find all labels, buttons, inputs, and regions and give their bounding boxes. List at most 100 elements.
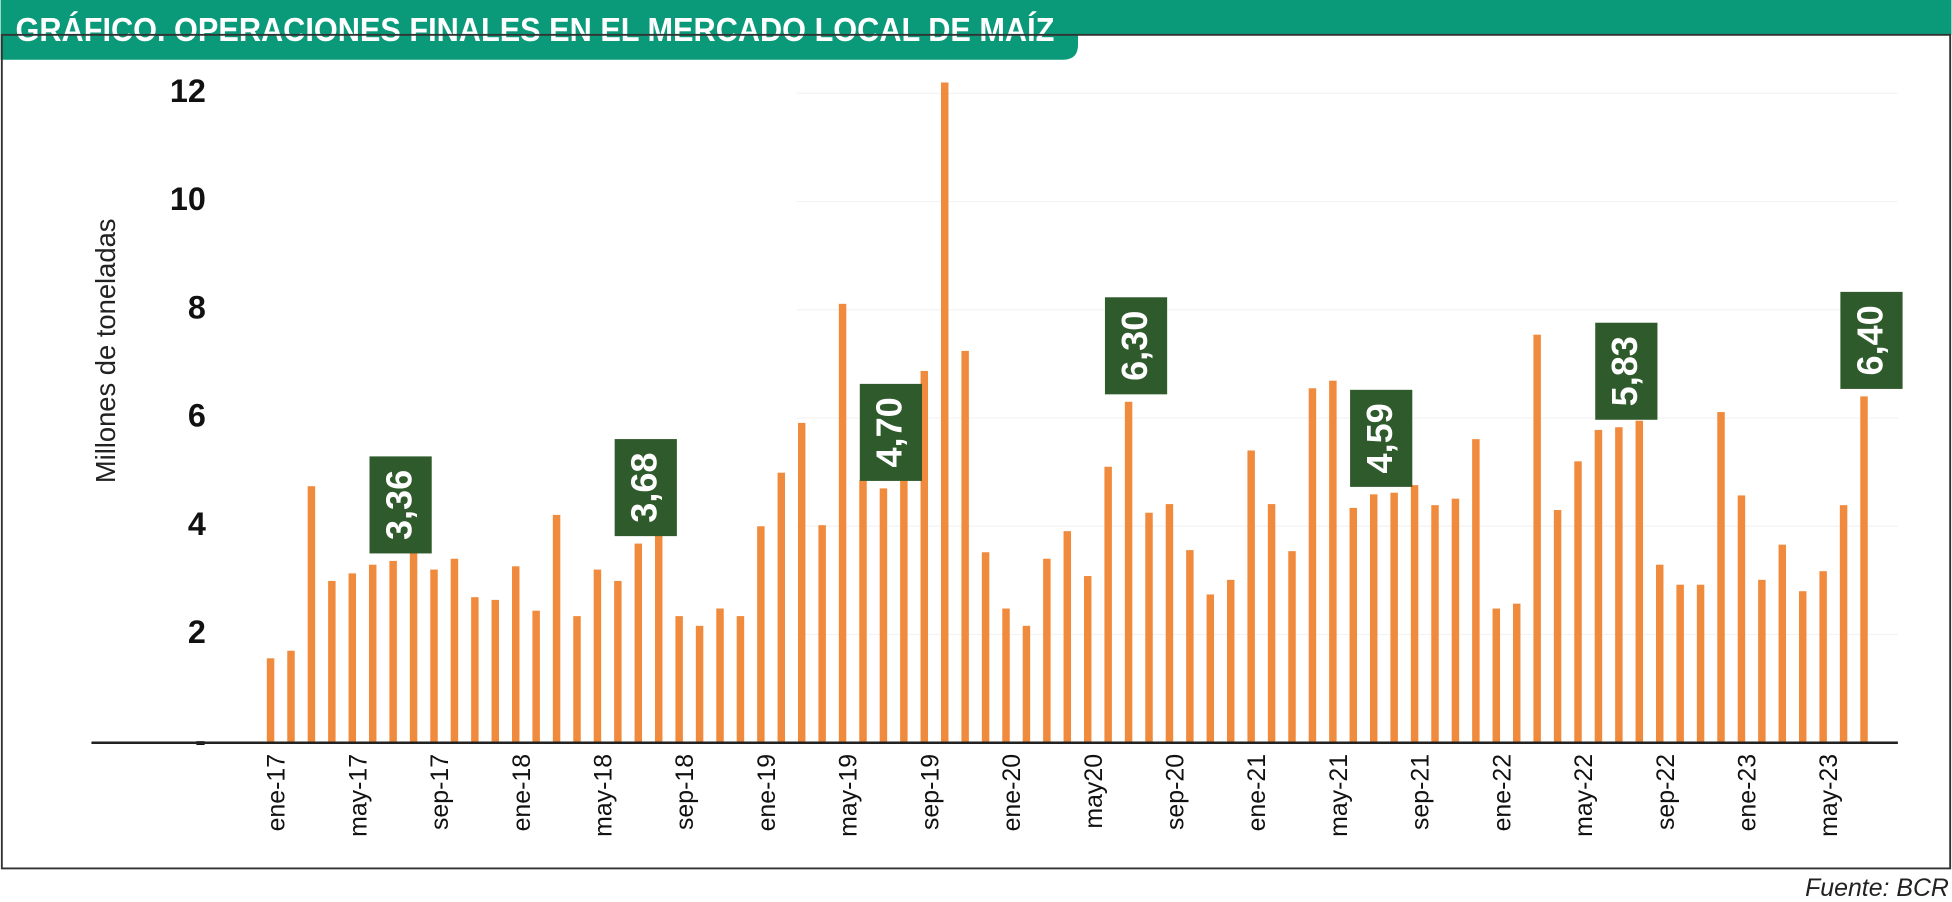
- bar: [1349, 507, 1358, 743]
- data-label: 3,68: [624, 453, 665, 523]
- y-axis-title: Millones de toneladas: [90, 219, 121, 484]
- x-tick-label: ene-17: [263, 754, 291, 831]
- bar: [287, 650, 295, 743]
- bar: [1206, 594, 1215, 743]
- bar: [1553, 510, 1562, 743]
- data-label: 6,30: [1114, 311, 1155, 381]
- bar: [266, 658, 275, 743]
- y-tick-label: -: [195, 722, 206, 758]
- bar: [368, 564, 377, 743]
- y-tick-label: 12: [170, 73, 206, 109]
- bar: [1002, 608, 1010, 743]
- bar: [1798, 591, 1807, 743]
- bar: [838, 303, 847, 743]
- bar: [1819, 571, 1827, 743]
- bar: [1472, 439, 1480, 743]
- bar: [1226, 579, 1235, 743]
- bar: [1022, 625, 1031, 743]
- bar: [1533, 334, 1541, 743]
- bar: [1696, 584, 1705, 743]
- bar: [389, 560, 397, 743]
- data-label-box: [614, 439, 677, 537]
- bar: [471, 597, 479, 743]
- y-tick-label: 2: [188, 614, 206, 650]
- bar: [1635, 420, 1644, 743]
- bar: [450, 558, 459, 743]
- data-label-box: [369, 456, 432, 554]
- bar: [409, 551, 418, 743]
- bar: [1594, 429, 1603, 743]
- x-tick-label: ene-21: [1243, 754, 1271, 831]
- bar: [1655, 564, 1664, 743]
- x-tick-label: sep-19: [916, 754, 944, 830]
- bar: [491, 599, 500, 743]
- bar: [552, 514, 561, 743]
- bar: [797, 422, 806, 743]
- x-tick-label: ene-22: [1488, 754, 1516, 831]
- bar: [1615, 427, 1623, 743]
- bar: [1124, 401, 1133, 743]
- bar: [716, 608, 724, 743]
- bar: [920, 370, 929, 743]
- bar: [1451, 498, 1460, 743]
- bar: [1104, 466, 1112, 743]
- bar: [1390, 492, 1398, 743]
- x-tick-label: sep-18: [671, 754, 699, 830]
- data-label: 5,83: [1604, 336, 1645, 406]
- bar: [348, 573, 357, 743]
- bar: [593, 569, 602, 743]
- bar: [1247, 450, 1255, 743]
- bar: [1676, 584, 1684, 743]
- bar: [1492, 608, 1501, 743]
- bar: [981, 552, 990, 743]
- x-tick-label: may-19: [835, 754, 863, 837]
- x-tick-label: sep-20: [1161, 754, 1189, 830]
- x-tick-label: may-22: [1570, 754, 1598, 837]
- bar: [1083, 576, 1092, 743]
- chart-frame: [0, 33, 1952, 870]
- bar: [757, 526, 765, 743]
- x-tick-label: ene-19: [753, 754, 781, 831]
- bar: [1512, 603, 1521, 743]
- bar: [1186, 550, 1194, 743]
- x-tick-label: ene-18: [508, 754, 536, 831]
- bar: [1329, 380, 1337, 743]
- chart-title: GRÁFICO. OPERACIONES FINALES EN EL MERCA…: [16, 11, 1055, 49]
- bar: [430, 569, 438, 743]
- bar: [1431, 505, 1439, 743]
- data-label: 4,70: [869, 397, 910, 467]
- title-tab: [0, 0, 1079, 60]
- y-tick-label: 6: [188, 398, 206, 434]
- data-label-box: [859, 383, 923, 481]
- x-tick-label: ene-23: [1733, 754, 1761, 831]
- bar: [1145, 512, 1153, 743]
- bar: [818, 525, 826, 743]
- y-tick-label: 4: [188, 506, 206, 542]
- bar: [1717, 412, 1725, 743]
- y-tick-label: 8: [188, 289, 206, 325]
- bar: [736, 616, 745, 743]
- data-label-box: [1840, 291, 1903, 389]
- header-band: [1070, 0, 1952, 35]
- bar: [511, 566, 520, 743]
- bar: [1063, 531, 1072, 743]
- bar: [532, 610, 540, 743]
- bar: [1758, 579, 1766, 743]
- x-tick-label: may-23: [1815, 754, 1843, 837]
- bar: [328, 580, 336, 743]
- x-tick-label: may-21: [1325, 754, 1353, 837]
- data-label-box: [1350, 389, 1413, 487]
- bar: [675, 616, 683, 743]
- bar: [573, 616, 581, 743]
- data-label: 3,36: [378, 470, 419, 540]
- data-label: 4,59: [1359, 403, 1400, 473]
- data-label-box: [1595, 322, 1658, 420]
- bar: [1288, 551, 1296, 743]
- x-tick-label: sep-21: [1407, 754, 1435, 830]
- bar: [1860, 396, 1868, 743]
- x-tick-label: sep-22: [1652, 754, 1680, 830]
- bar: [900, 473, 908, 743]
- y-tick-label: 10: [170, 181, 206, 217]
- bar: [1410, 485, 1419, 743]
- bar: [1043, 558, 1051, 743]
